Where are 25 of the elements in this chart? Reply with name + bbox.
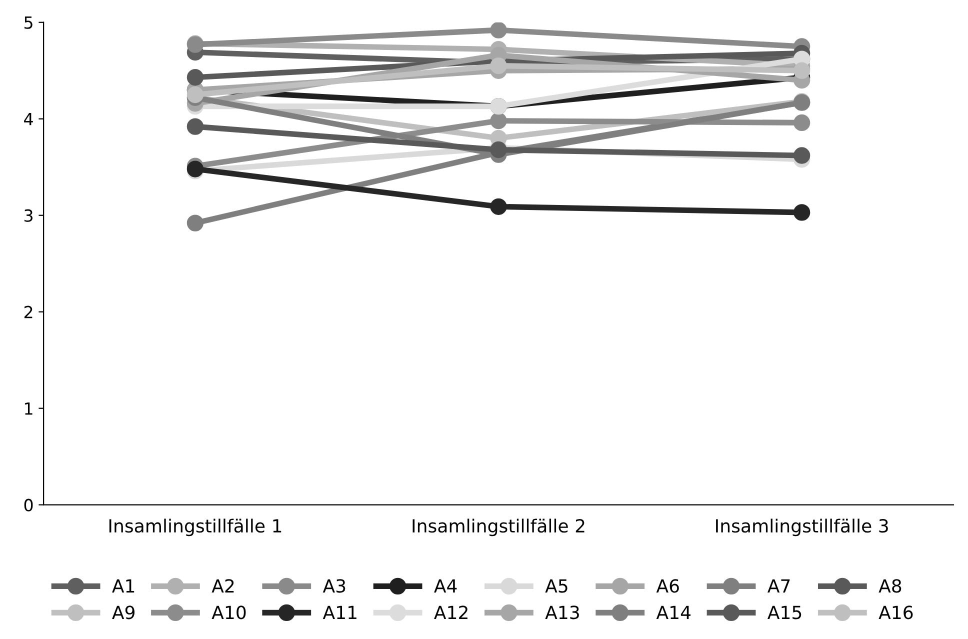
x-tick-label: Insamlingstillfälle 3 [716,518,888,536]
y-tick-label: 3 [24,209,32,222]
legend-label: A1 [112,579,134,592]
legend-label: A16 [878,606,913,620]
legend-label: A9 [112,606,134,620]
legend-label: A6 [656,579,679,593]
legend-label: A12 [434,606,468,619]
y-tick-label: 0 [24,498,33,512]
y-tick-label: 4 [24,113,33,126]
y-tick-label: 5 [24,16,32,29]
y-tick-label: 1 [25,402,32,415]
legend-label: A3 [322,579,346,593]
legend-label: A11 [322,606,356,619]
x-tick-label: Insamlingstillfälle 2 [412,518,584,536]
x-tick-label: Insamlingstillfälle 1 [109,518,282,536]
legend-label: A5 [545,579,568,593]
legend-label: A2 [212,579,234,592]
legend-label: A10 [212,606,246,620]
y-tick-label: 2 [24,306,32,318]
legend-label: A8 [878,579,902,593]
legend-label: A13 [545,606,579,620]
legend-label: A15 [768,606,802,620]
legend-label: A4 [434,579,457,592]
legend-label: A7 [768,579,790,592]
legend-label: A14 [656,606,691,619]
